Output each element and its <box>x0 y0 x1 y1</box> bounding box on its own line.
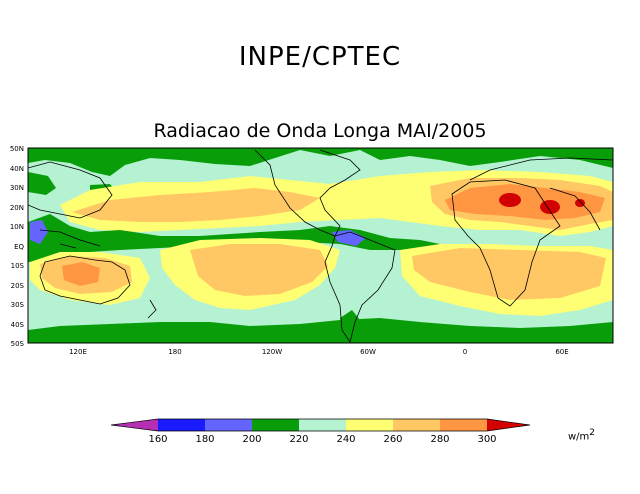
colorbar-level-label: 180 <box>195 434 214 445</box>
coast-south-america <box>324 231 396 343</box>
colorbar-segment <box>393 419 440 431</box>
lat-tick-label: EQ <box>14 243 24 251</box>
olr-field <box>28 148 613 343</box>
field-itcz-blue-1 <box>30 220 48 244</box>
field-north-green <box>28 148 613 176</box>
page-title: INPE/CPTEC <box>238 42 402 72</box>
colorbar-level-label: 220 <box>289 434 308 445</box>
colorbar-level-label: 200 <box>242 434 261 445</box>
field-above-300-core-2 <box>540 200 560 214</box>
lat-tick-label: 40S <box>11 321 25 329</box>
field-itcz-blue-2 <box>332 230 366 246</box>
colorbar: 160 180 200 220 240 260 280 300 <box>110 418 531 445</box>
colorbar-level-label: 260 <box>383 434 402 445</box>
coast-africa <box>451 179 561 307</box>
lon-axis: 120E 180 120W 60W 0 60E <box>69 348 569 356</box>
units-base: w/m <box>568 431 590 443</box>
lon-tick-label: 120E <box>69 348 87 356</box>
colorbar-segment <box>205 419 252 431</box>
lon-tick-label: 180 <box>168 348 181 356</box>
colorbar-level-label: 240 <box>336 434 355 445</box>
coast-eurasia <box>469 157 613 231</box>
colorbar-segment <box>252 419 299 431</box>
field-above-300-core-1 <box>499 193 521 207</box>
field-south-green <box>28 318 613 343</box>
colorbar-level-label: 300 <box>477 434 496 445</box>
colorbar-segment <box>440 419 487 431</box>
coast-north-america <box>254 149 361 237</box>
colorbar-segment <box>158 419 205 431</box>
lon-tick-label: 60E <box>555 348 568 356</box>
map-frame <box>27 147 614 344</box>
lat-tick-label: 30N <box>10 184 24 192</box>
coastlines <box>28 149 613 343</box>
colorbar-outline <box>110 418 531 432</box>
coast-asia-east <box>28 161 113 219</box>
field-green-blob-1 <box>28 172 56 195</box>
colorbar-segment <box>111 419 158 431</box>
lon-tick-label: 120W <box>262 348 282 356</box>
colorbar-level-label: 160 <box>148 434 167 445</box>
units-exponent: 2 <box>589 428 596 438</box>
field-260-280-north <box>72 188 320 222</box>
lat-tick-label: 10N <box>10 223 24 231</box>
lat-tick-label: 50S <box>11 340 25 348</box>
lat-tick-label: 40N <box>10 165 24 173</box>
lat-axis: 50N 40N 30N 20N 10N EQ 10S 20S 30S 40S 5… <box>10 145 25 348</box>
field-280-300-australia <box>62 262 100 286</box>
lon-tick-label: 60W <box>360 348 376 356</box>
coast-maritime-continent <box>39 229 101 249</box>
lat-tick-label: 30S <box>11 301 25 309</box>
field-itcz-green <box>28 214 440 262</box>
colorbar-segment <box>487 419 530 431</box>
lat-tick-label: 20S <box>11 282 25 290</box>
lat-tick-label: 50N <box>10 145 24 153</box>
lat-tick-label: 10S <box>11 262 25 270</box>
field-above-300-core-3 <box>575 199 585 207</box>
field-260-280-south-pacific <box>190 244 328 296</box>
colorbar-segment <box>346 419 393 431</box>
colorbar-level-label: 280 <box>430 434 449 445</box>
lon-tick-label: 0 <box>463 348 467 356</box>
colorbar-units: w/m2 <box>568 428 595 442</box>
lat-tick-label: 20N <box>10 204 24 212</box>
coast-australia <box>39 255 131 305</box>
colorbar-segment <box>299 419 346 431</box>
field-260-280-south-atlantic <box>412 248 606 300</box>
coast-new-zealand <box>147 299 157 319</box>
map-subtitle: Radiacao de Onda Longa MAI/2005 <box>153 120 487 142</box>
